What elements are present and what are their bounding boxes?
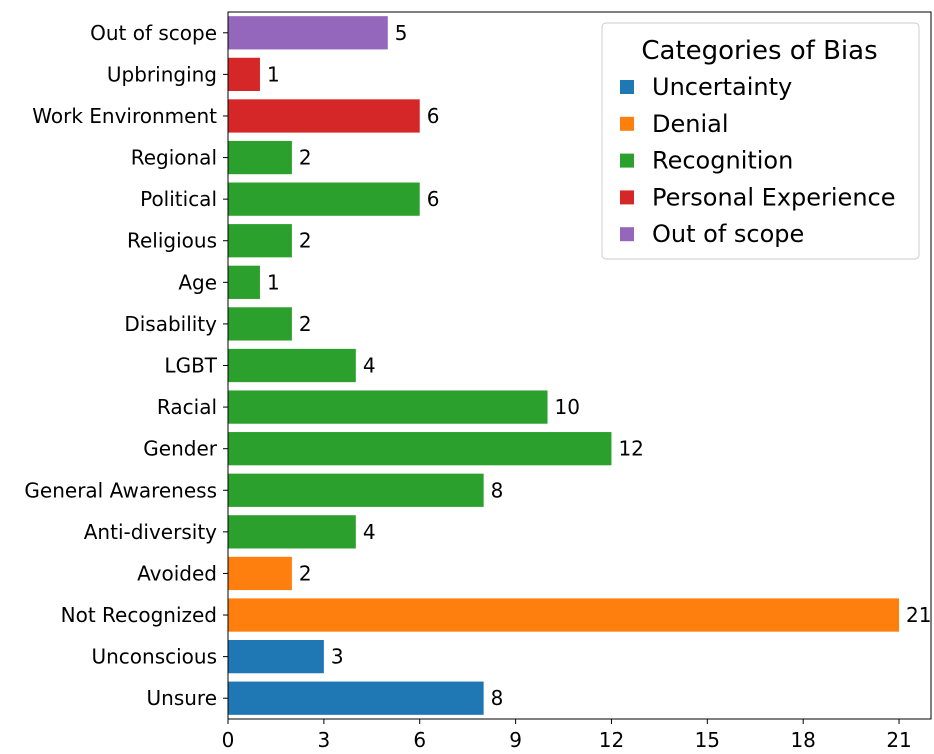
value-label-political: 6 bbox=[427, 187, 440, 211]
bar-avoided bbox=[228, 556, 292, 591]
x-tick-label-12: 12 bbox=[599, 728, 624, 752]
x-tick-label-6: 6 bbox=[413, 728, 426, 752]
legend-label-uncertainty: Uncertainty bbox=[652, 73, 792, 101]
x-tick-label-18: 18 bbox=[790, 728, 815, 752]
legend-swatch-recognition bbox=[620, 153, 634, 168]
value-label-regional: 2 bbox=[299, 146, 312, 170]
legend-swatch-personal-experience bbox=[620, 190, 634, 205]
legend-title: Categories of Bias bbox=[641, 36, 877, 66]
bar-regional bbox=[228, 140, 292, 175]
value-label-unsure: 8 bbox=[491, 686, 504, 710]
legend-swatch-uncertainty bbox=[620, 80, 634, 94]
value-label-out-of-scope: 5 bbox=[395, 21, 408, 45]
value-label-work-environment: 6 bbox=[427, 104, 440, 128]
category-label-upbringing: Upbringing bbox=[107, 62, 217, 86]
legend-label-denial: Denial bbox=[652, 110, 729, 138]
value-label-unconscious: 3 bbox=[331, 645, 344, 669]
x-tick-label-15: 15 bbox=[695, 728, 720, 752]
bar-racial bbox=[228, 390, 548, 424]
category-label-disability: Disability bbox=[124, 312, 217, 336]
legend-swatch-denial bbox=[620, 116, 634, 131]
bar-work-environment bbox=[228, 99, 420, 133]
bar-anti-diversity bbox=[228, 515, 356, 549]
value-label-not-recognized: 21 bbox=[906, 603, 931, 627]
x-axis: 0 3 6 9 12 15 18 21 bbox=[222, 719, 912, 752]
bar-religious bbox=[228, 224, 292, 258]
category-label-out-of-scope: Out of scope bbox=[90, 21, 217, 45]
legend-swatch-out-of-scope bbox=[620, 227, 634, 242]
value-label-general-awareness: 8 bbox=[491, 478, 504, 502]
category-label-age: Age bbox=[178, 270, 217, 294]
value-label-lgbt: 4 bbox=[363, 354, 376, 378]
bar-disability bbox=[228, 307, 292, 341]
bar-political bbox=[228, 182, 420, 216]
bar-general-awareness bbox=[228, 473, 484, 507]
bars-group bbox=[228, 16, 900, 715]
value-label-avoided: 2 bbox=[299, 561, 312, 585]
legend-label-out-of-scope: Out of scope bbox=[652, 220, 804, 248]
legend-box bbox=[601, 22, 920, 260]
value-label-anti-diversity: 4 bbox=[363, 520, 376, 544]
category-label-political: Political bbox=[140, 187, 217, 211]
category-label-anti-diversity: Anti-diversity bbox=[84, 520, 217, 544]
category-label-gender: Gender bbox=[143, 437, 217, 461]
bar-age bbox=[228, 265, 260, 299]
x-tick-label-9: 9 bbox=[509, 728, 522, 752]
bar-gender bbox=[228, 432, 612, 466]
value-label-age: 1 bbox=[267, 270, 280, 294]
bar-lgbt bbox=[228, 348, 356, 383]
bar-upbringing bbox=[228, 57, 260, 92]
category-label-unconscious: Unconscious bbox=[91, 645, 217, 669]
x-tick-label-0: 0 bbox=[222, 728, 235, 752]
bar-unsure bbox=[228, 681, 484, 715]
category-labels: Out of scope Upbringing Work Environment Re… bbox=[24, 21, 228, 710]
bar-unconscious bbox=[228, 639, 324, 674]
category-label-lgbt: LGBT bbox=[164, 354, 217, 378]
category-label-regional: Regional bbox=[131, 146, 217, 170]
value-label-racial: 10 bbox=[555, 395, 580, 419]
value-label-upbringing: 1 bbox=[267, 62, 280, 86]
value-label-disability: 2 bbox=[299, 312, 312, 336]
x-tick-label-21: 21 bbox=[886, 728, 911, 752]
category-label-racial: Racial bbox=[157, 395, 217, 419]
category-label-unsure: Unsure bbox=[147, 686, 218, 710]
category-label-avoided: Avoided bbox=[137, 561, 217, 585]
bar-not-recognized bbox=[228, 598, 900, 632]
x-tick-label-3: 3 bbox=[317, 728, 330, 752]
value-label-religious: 2 bbox=[299, 229, 312, 253]
value-label-gender: 12 bbox=[618, 437, 643, 461]
category-label-work-environment: Work Environment bbox=[32, 104, 217, 128]
category-label-not-recognized: Not Recognized bbox=[61, 603, 217, 627]
plot-frame bbox=[227, 11, 932, 720]
category-label-religious: Religious bbox=[127, 229, 217, 253]
legend-label-personal-experience: Personal Experience bbox=[652, 183, 896, 211]
legend-label-recognition: Recognition bbox=[652, 147, 793, 175]
bar-out-of-scope bbox=[228, 16, 388, 50]
category-label-general-awareness: General Awareness bbox=[24, 478, 217, 502]
legend: Categories of Bias Uncertainty Denial Reco… bbox=[601, 22, 920, 260]
